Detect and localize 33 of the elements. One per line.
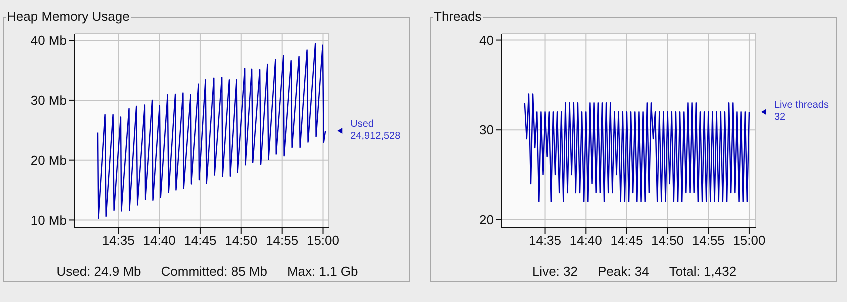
annotation: 24,912,528 bbox=[350, 131, 402, 142]
y-tick-label: 20 bbox=[480, 212, 494, 228]
text: Peak: 34 bbox=[598, 264, 650, 279]
chart-title: Heap Memory Usage bbox=[6, 9, 131, 25]
y-tick-label: 40 Mb bbox=[30, 33, 67, 48]
chart-title: Threads bbox=[433, 9, 483, 25]
text: Max: 1.1 Gb bbox=[287, 264, 358, 279]
x-tick-label: 14:45 bbox=[610, 233, 644, 248]
text: Committed: 85 Mb bbox=[161, 264, 268, 279]
x-tick-label: 14:50 bbox=[652, 233, 684, 248]
x-tick-label: 15:00 bbox=[306, 233, 340, 248]
y-tick-label: 20 Mb bbox=[30, 152, 67, 168]
x-tick-label: 14:35 bbox=[102, 233, 135, 248]
legend-label: Live threads bbox=[774, 100, 829, 112]
y-tick-label: 30 bbox=[480, 122, 494, 138]
y-tick-label: 10 Mb bbox=[30, 212, 67, 228]
x-tick-label: 14:40 bbox=[143, 233, 176, 248]
text: Live: 32 bbox=[532, 264, 578, 279]
x-tick-label: 14:35 bbox=[529, 233, 562, 248]
line-series bbox=[524, 94, 750, 203]
x-tick-label: 14:45 bbox=[184, 233, 217, 248]
text: Used: 24.9 Mb bbox=[56, 264, 142, 279]
annotation: 32 bbox=[774, 112, 786, 124]
legend-label: Used bbox=[350, 119, 374, 130]
text: Total: 1,432 bbox=[669, 264, 737, 279]
x-tick-label: 14:55 bbox=[266, 233, 299, 248]
x-tick-label: 14:40 bbox=[570, 233, 602, 248]
x-tick-label: 14:55 bbox=[692, 233, 725, 248]
x-tick-label: 15:00 bbox=[733, 233, 766, 248]
y-tick-label: 40 bbox=[480, 32, 494, 48]
y-tick-label: 30 Mb bbox=[30, 93, 67, 108]
line-series bbox=[97, 42, 326, 220]
x-tick-label: 14:50 bbox=[225, 233, 258, 248]
